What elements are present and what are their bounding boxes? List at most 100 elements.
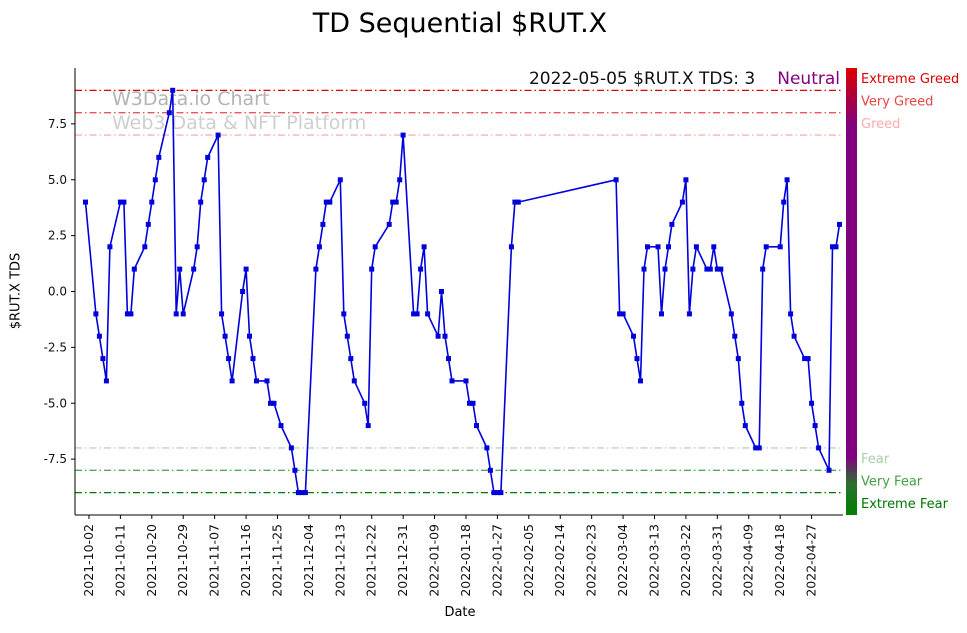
tds-marker	[96, 333, 102, 339]
tds-marker	[93, 311, 99, 317]
zone-label-greed: Greed	[861, 117, 900, 132]
tds-marker	[344, 333, 350, 339]
tds-marker	[100, 356, 106, 362]
tds-marker	[802, 356, 808, 362]
tds-line	[84, 90, 841, 494]
tds-marker	[718, 266, 724, 272]
watermark-line1: W3Data.io Chart	[112, 88, 270, 110]
tds-marker	[320, 221, 326, 227]
tds-marker	[124, 311, 130, 317]
tds-marker	[302, 490, 308, 496]
tds-marker	[292, 467, 298, 473]
sentiment-status-label: Neutral	[777, 69, 840, 89]
tds-marker	[372, 244, 378, 250]
tds-marker	[316, 244, 322, 250]
sentiment-gauge-bar	[846, 68, 857, 515]
watermark-line2: Web3 Data & NFT Platform	[112, 112, 367, 134]
tds-marker	[707, 266, 713, 272]
y-axis-label: $RUT.X TDS	[8, 252, 24, 330]
tds-marker	[170, 87, 176, 93]
x-tick-label: 2021-11-25	[269, 524, 284, 597]
tds-marker	[728, 311, 734, 317]
tds-marker	[243, 266, 249, 272]
y-tick-label: 0.0	[48, 285, 67, 299]
tds-marker	[449, 378, 455, 384]
x-tick-label: 2021-10-02	[81, 524, 96, 597]
tds-marker	[442, 333, 448, 339]
tds-marker	[613, 177, 619, 183]
tds-marker	[498, 490, 504, 496]
tds-marker	[812, 423, 818, 429]
tds-marker	[638, 378, 643, 384]
tds-marker	[515, 199, 521, 205]
tds-marker	[166, 110, 172, 116]
tds-marker	[271, 400, 277, 406]
y-tick-label: 7.5	[48, 117, 67, 131]
tds-marker	[425, 311, 431, 317]
tds-marker	[299, 490, 305, 496]
tds-marker	[693, 244, 699, 250]
tds-marker	[641, 266, 647, 272]
tds-marker	[788, 311, 794, 317]
tds-marker	[240, 289, 246, 294]
y-tick-label: 5.0	[48, 173, 67, 187]
x-tick-label: 2022-03-22	[678, 524, 693, 597]
tds-marker	[205, 154, 211, 160]
tds-marker	[414, 311, 420, 317]
tds-marker	[690, 266, 696, 272]
tds-marker	[634, 356, 640, 362]
tds-marker	[128, 311, 134, 317]
tds-marker	[735, 356, 741, 362]
x-tick-label: 2021-12-13	[332, 524, 347, 597]
tds-marker	[760, 266, 766, 272]
tds-marker	[83, 199, 88, 205]
tds-marker	[411, 311, 417, 317]
tds-marker	[142, 244, 148, 250]
x-tick-label: 2022-02-05	[521, 524, 536, 597]
x-tick-label: 2021-12-31	[395, 524, 410, 597]
tds-marker	[435, 333, 441, 339]
tds-marker	[508, 244, 514, 250]
tds-marker	[732, 333, 738, 339]
tds-marker	[620, 311, 626, 317]
x-tick-label: 2021-10-11	[112, 524, 127, 597]
x-tick-label: 2022-04-18	[772, 524, 787, 597]
tds-marker	[117, 199, 123, 205]
x-tick-label: 2021-11-07	[207, 524, 222, 597]
tds-marker	[194, 244, 200, 250]
y-tick-label: 2.5	[48, 229, 67, 243]
tds-marker	[830, 244, 835, 250]
tds-marker	[753, 445, 759, 451]
tds-marker	[131, 266, 137, 272]
tds-marker	[369, 266, 375, 272]
tds-marker	[666, 244, 671, 250]
tds-marker	[215, 132, 221, 138]
x-tick-label: 2021-10-20	[144, 524, 159, 597]
tds-marker	[711, 244, 717, 250]
tds-marker	[278, 423, 284, 429]
tds-marker	[739, 400, 745, 406]
tds-marker	[103, 378, 109, 384]
tds-marker	[837, 221, 842, 227]
tds-marker	[487, 467, 493, 473]
tds-marker	[323, 199, 329, 205]
tds-marker	[393, 199, 399, 205]
tds-marker	[288, 445, 294, 451]
tds-marker	[362, 400, 368, 406]
chart-title: TD Sequential $RUT.X	[312, 8, 608, 39]
annotation: 2022-05-05 $RUT.X TDS: 3 Neutral	[0, 69, 840, 89]
tds-marker	[686, 311, 692, 317]
tds-marker	[341, 311, 347, 317]
tds-marker	[247, 333, 252, 339]
tds-marker	[645, 244, 650, 250]
tds-marker	[446, 356, 451, 362]
tds-marker	[149, 199, 155, 205]
tds-marker	[198, 199, 204, 205]
tds-marker	[669, 221, 675, 227]
x-tick-label: 2022-04-09	[741, 524, 756, 597]
x-axis-label: Date	[444, 605, 476, 620]
tds-marker	[226, 356, 232, 362]
x-tick-label: 2021-10-29	[175, 524, 190, 597]
tds-marker	[777, 244, 783, 250]
tds-marker	[173, 311, 179, 317]
